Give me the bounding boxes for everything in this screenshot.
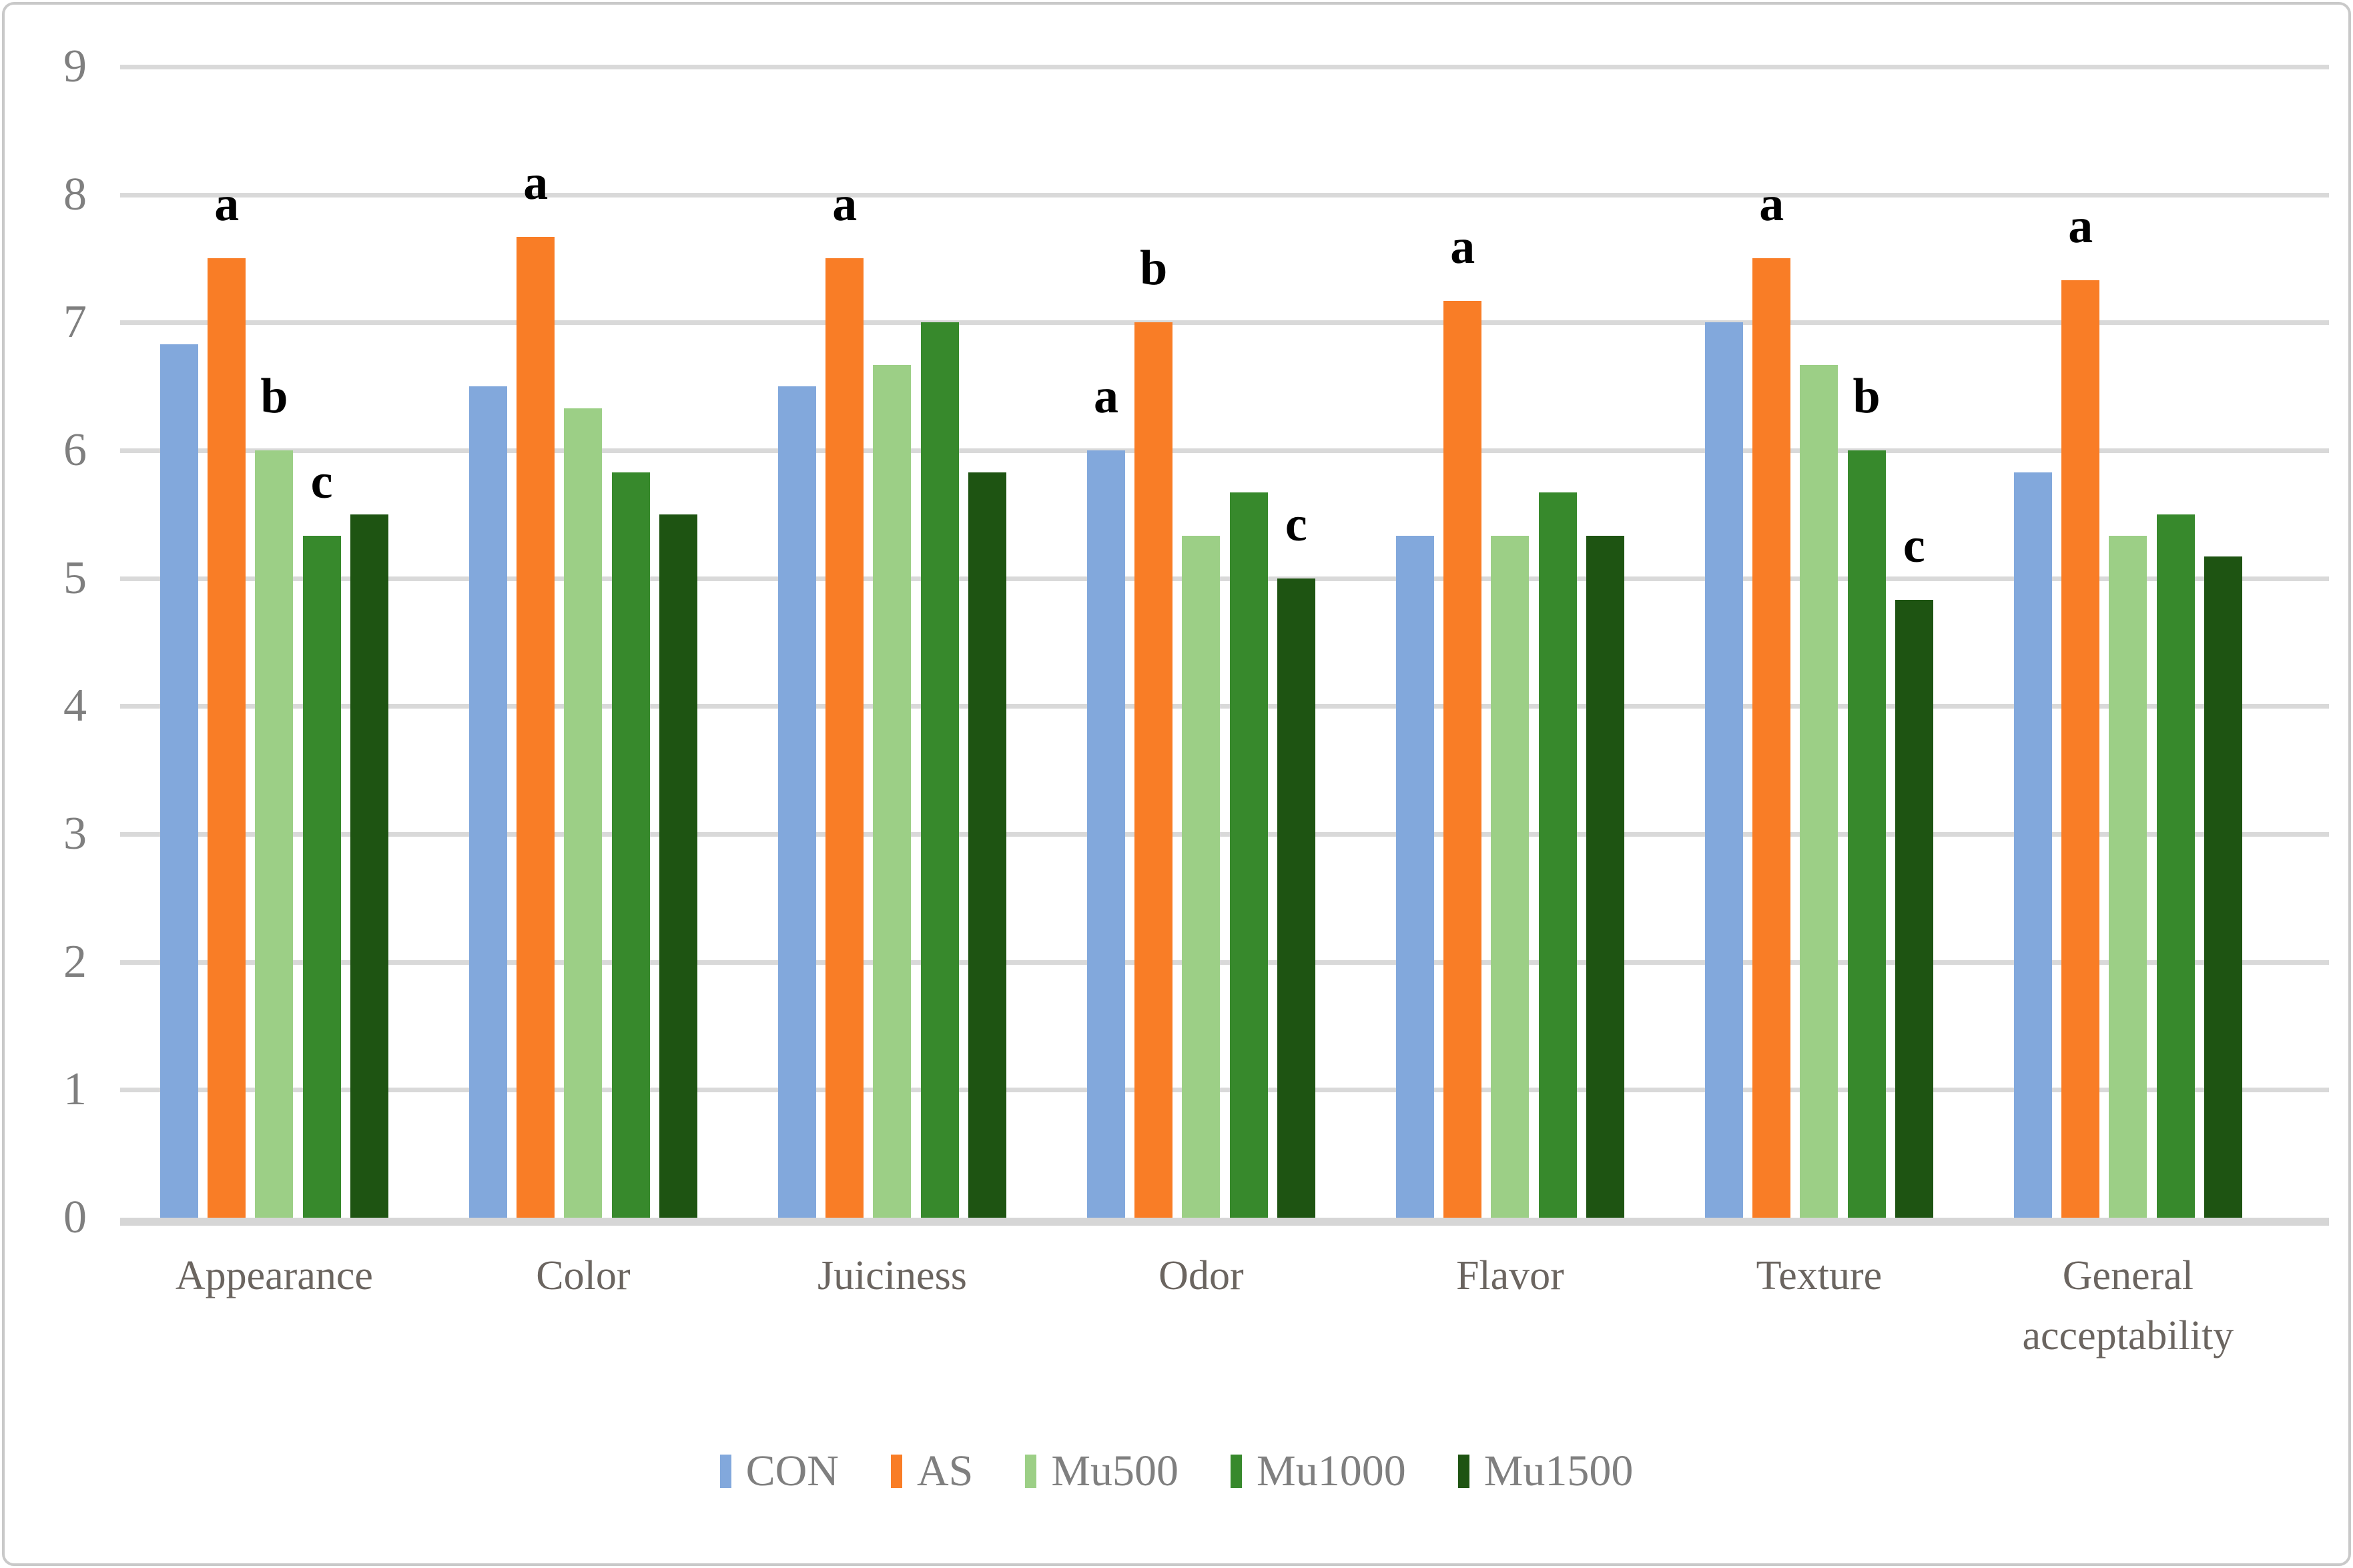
category-label-general-acceptability: General acceptability xyxy=(2022,1253,2234,1358)
bar-Mu1000-flavor xyxy=(1538,492,1577,1218)
legend-item-as: AS xyxy=(890,1447,974,1495)
significance-letter-a: a xyxy=(1759,177,1784,232)
significance-letter-a: a xyxy=(523,155,549,210)
gridline-2 xyxy=(120,959,2329,965)
significance-letter-a: a xyxy=(1450,219,1475,274)
bar-Mu1000-odor xyxy=(1229,492,1268,1218)
category-label-flavor: Flavor xyxy=(1455,1253,1564,1298)
bar-CON-odor xyxy=(1087,450,1125,1218)
y-axis-tick-label: 7 xyxy=(63,296,87,348)
bar-AS-texture xyxy=(1752,258,1791,1218)
y-axis-tick-label: 6 xyxy=(63,424,87,476)
legend-item-mu1000: Mu1000 xyxy=(1231,1449,1406,1493)
bar-AS-odor xyxy=(1134,322,1173,1218)
bar-CON-appearance xyxy=(160,344,198,1218)
category-label-juiciness: Juiciness xyxy=(817,1253,967,1298)
significance-letter-b: b xyxy=(1140,241,1168,296)
bar-AS-general-acceptability xyxy=(2061,280,2100,1218)
gridline-4 xyxy=(120,704,2329,709)
bar-CON-juiciness xyxy=(778,386,816,1218)
bar-AS-appearance xyxy=(208,258,246,1218)
bar-Mu500-general-acceptability xyxy=(2109,536,2147,1218)
y-axis-tick-label: 9 xyxy=(63,40,87,92)
legend-swatch-as xyxy=(890,1455,902,1488)
bar-AS-flavor xyxy=(1443,300,1482,1218)
y-axis-tick-label: 4 xyxy=(63,680,87,732)
bar-Mu500-juiciness xyxy=(873,364,912,1218)
bar-AS-juiciness xyxy=(825,258,864,1218)
gridline-3 xyxy=(120,831,2329,837)
significance-letter-a: a xyxy=(214,177,240,232)
bar-AS-color xyxy=(517,236,555,1218)
bar-Mu1000-general-acceptability xyxy=(2156,514,2195,1218)
bar-Mu500-odor xyxy=(1182,536,1221,1218)
gridline-5 xyxy=(120,576,2329,581)
bar-Mu1500-color xyxy=(659,514,697,1218)
bar-Mu1000-appearance xyxy=(302,536,341,1218)
y-axis-tick-label: 3 xyxy=(63,807,87,859)
category-label-texture: Texture xyxy=(1756,1253,1883,1298)
gridline-8 xyxy=(120,192,2329,198)
legend-label-con: CON xyxy=(745,1447,839,1495)
bar-Mu500-flavor xyxy=(1491,536,1530,1218)
gridline-6 xyxy=(120,448,2329,453)
bar-Mu1000-juiciness xyxy=(920,322,959,1218)
legend-label-mu500: Mu500 xyxy=(1051,1447,1179,1495)
bar-Mu500-color xyxy=(564,408,603,1218)
legend: CON AS Mu500 Mu1000 Mu1500 xyxy=(0,1441,2353,1501)
bar-Mu1500-flavor xyxy=(1586,536,1624,1218)
significance-letter-c: c xyxy=(310,454,333,510)
bar-Mu500-appearance xyxy=(255,450,294,1218)
y-axis-tick-label: 1 xyxy=(63,1064,87,1116)
category-label-odor: Odor xyxy=(1158,1253,1244,1298)
y-axis-tick-label: 5 xyxy=(63,552,87,604)
significance-letter-b: b xyxy=(260,368,288,424)
legend-label-mu1000: Mu1000 xyxy=(1257,1447,1406,1495)
legend-label-mu1500: Mu1500 xyxy=(1483,1447,1634,1495)
significance-letter-b: b xyxy=(1853,368,1881,424)
significance-letter-a: a xyxy=(2068,199,2093,254)
significance-letter-c: c xyxy=(1903,518,1925,574)
bar-CON-color xyxy=(469,386,507,1218)
significance-letter-a: a xyxy=(1094,368,1118,424)
significance-letter-c: c xyxy=(1285,496,1307,552)
gridline-9 xyxy=(120,64,2329,69)
gridline-1 xyxy=(120,1088,2329,1093)
gridline-7 xyxy=(120,320,2329,326)
legend-swatch-con xyxy=(719,1455,731,1488)
y-axis-tick-label: 8 xyxy=(63,168,87,220)
bar-Mu500-texture xyxy=(1800,364,1838,1218)
significance-letter-a: a xyxy=(832,177,858,232)
bar-Mu1500-odor xyxy=(1277,578,1315,1218)
category-label-appearance: Appearance xyxy=(175,1253,373,1298)
x-axis-line xyxy=(120,1218,2329,1226)
legend-swatch-mu1500 xyxy=(1457,1455,1469,1488)
bar-CON-texture xyxy=(1705,322,1743,1218)
bar-CON-general-acceptability xyxy=(2014,472,2052,1218)
category-label-color: Color xyxy=(536,1253,631,1298)
legend-swatch-mu500 xyxy=(1025,1455,1037,1488)
legend-item-con: CON xyxy=(719,1447,839,1495)
y-axis-tick-label: 0 xyxy=(63,1192,87,1243)
bar-CON-flavor xyxy=(1396,536,1434,1218)
legend-swatch-mu1000 xyxy=(1231,1455,1243,1488)
legend-label-as: AS xyxy=(916,1447,974,1495)
bar-Mu1000-texture xyxy=(1847,450,1886,1218)
legend-item-mu1500: Mu1500 xyxy=(1457,1447,1634,1495)
bar-Mu1500-general-acceptability xyxy=(2204,556,2242,1218)
legend-item-mu500: Mu500 xyxy=(1025,1449,1179,1493)
bar-Mu1500-juiciness xyxy=(968,472,1006,1218)
bar-Mu1000-color xyxy=(611,472,650,1218)
bar-Mu1500-texture xyxy=(1895,600,1933,1218)
bar-Mu1500-appearance xyxy=(350,514,388,1218)
y-axis-tick-label: 2 xyxy=(63,935,87,988)
